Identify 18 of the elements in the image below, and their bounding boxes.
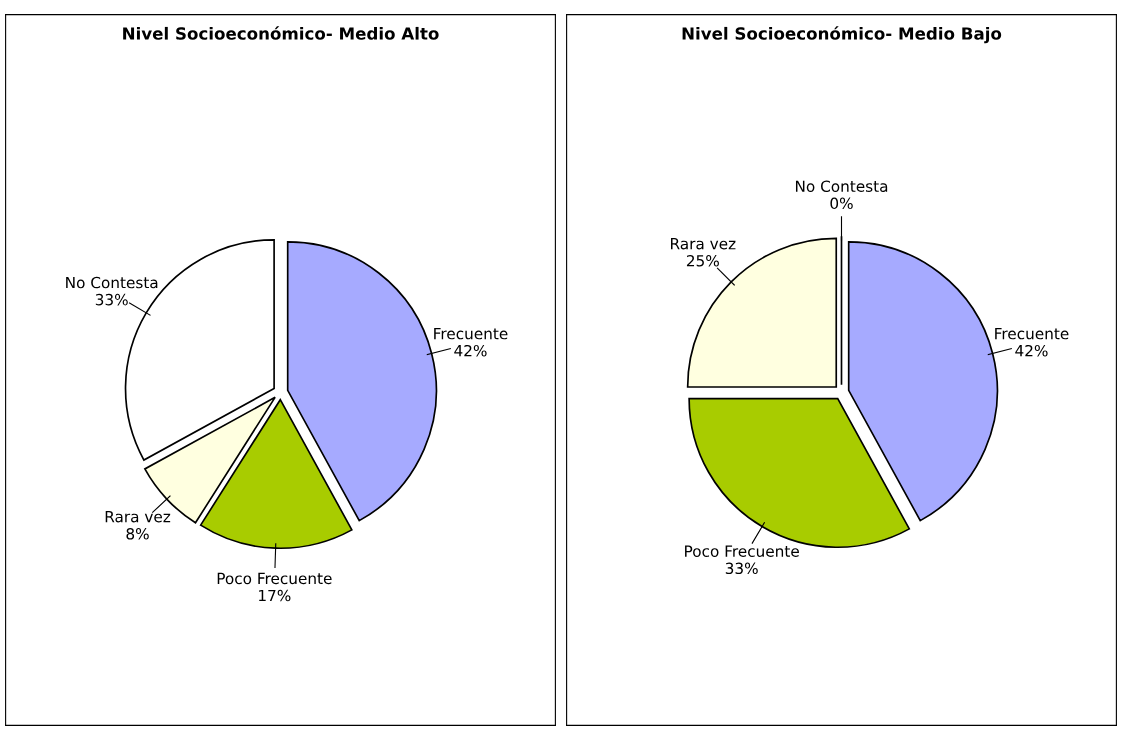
slice-label: Frecuente <box>995 328 1069 340</box>
data-label: 33% <box>725 562 758 575</box>
slice-label: Rara vez <box>671 238 736 250</box>
slice-label: Poco Frecuente <box>217 572 332 585</box>
data-label: 25% <box>686 255 719 267</box>
chart-title: Nivel Socioeconómico- Medio Bajo <box>682 26 1002 44</box>
data-label: 42% <box>454 344 487 357</box>
text: 0% <box>830 197 853 210</box>
data-label: 42% <box>1015 344 1048 357</box>
slice-label: Poco Frecuente <box>685 545 799 557</box>
data-label: 17% <box>259 589 291 602</box>
data-label: 33% <box>95 293 128 306</box>
category-label: No Contesta <box>795 180 888 192</box>
slice-label: No Contesta <box>66 276 158 289</box>
slice-label: Rara vez <box>105 511 171 523</box>
slice-label: Frecuente <box>434 328 508 340</box>
data-label: 8% <box>126 527 149 540</box>
chart-title: Nivel Socioeconómico- Medio Alto <box>123 26 439 40</box>
